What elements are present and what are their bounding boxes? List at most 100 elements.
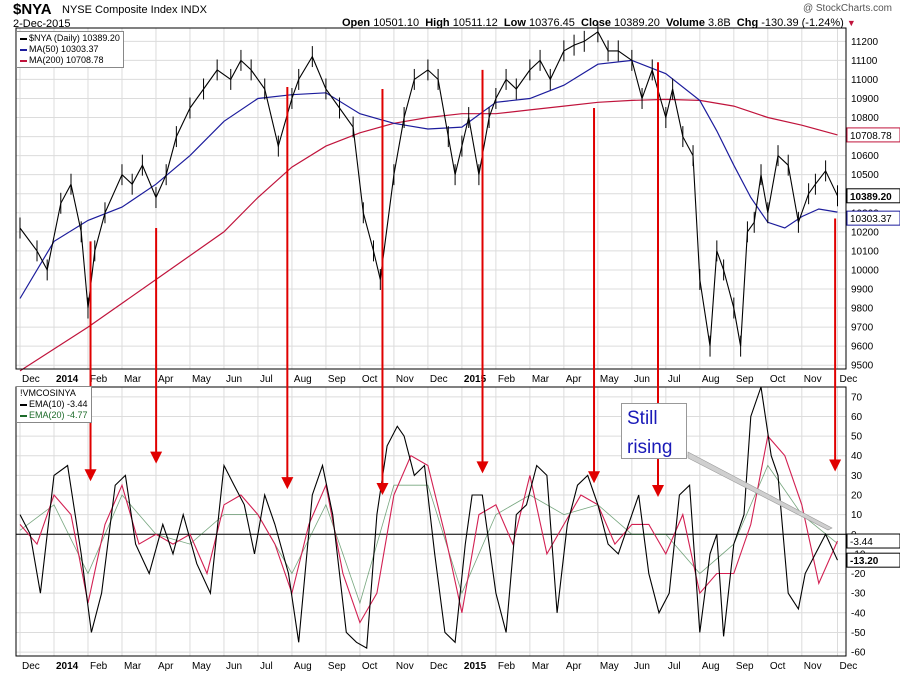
- price-x-tick-label: Jun: [226, 374, 242, 385]
- ema10-last-value: -3.44: [850, 537, 873, 548]
- price-x-tick-label: Aug: [702, 374, 720, 385]
- price-x-tick-label: Dec: [840, 374, 858, 385]
- price-y-tick-label: 10000: [851, 265, 879, 276]
- legend-ema10: EMA(10) -3.44: [20, 399, 88, 410]
- price-y-tick-label: 11200: [851, 37, 879, 48]
- chart-date: 2-Dec-2015: [13, 18, 71, 30]
- price-x-tick-label: Oct: [770, 374, 786, 385]
- price-x-tick-label: Sep: [328, 374, 346, 385]
- legend-price-text: $NYA (Daily) 10389.20: [29, 33, 120, 43]
- annotation-line-1: Still: [627, 408, 658, 429]
- osc-x-tick-label: Jun: [226, 661, 242, 672]
- legend-ma200: MA(200) 10708.78: [20, 55, 120, 66]
- price-x-tick-label: Jun: [634, 374, 650, 385]
- red-arrow-head-icon: [588, 471, 601, 484]
- osc-x-tick-label: Sep: [736, 661, 754, 672]
- price-y-tick-label: 9500: [851, 361, 874, 372]
- price-y-tick-label: 9700: [851, 323, 874, 334]
- osc-x-tick-label: Oct: [362, 661, 378, 672]
- black-swatch-icon: [20, 37, 27, 40]
- osc-x-tick-label: May: [600, 661, 619, 672]
- price-y-tick-label: 10500: [851, 170, 879, 181]
- price-x-tick-label: Nov: [396, 374, 414, 385]
- price-y-tick-label: 9900: [851, 284, 874, 295]
- price-x-tick-label: Dec: [430, 374, 448, 385]
- index-exchange: INDX: [180, 4, 207, 16]
- price-y-tick-label: 10100: [851, 246, 879, 257]
- watermark: @ StockCharts.com: [802, 3, 892, 14]
- osc-y-tick-label: -50: [851, 628, 866, 639]
- legend-ema10-text: EMA(10) -3.44: [29, 399, 88, 409]
- price-y-tick-label: 10200: [851, 227, 879, 238]
- legend-ma50-text: MA(50) 10303.37: [29, 44, 99, 54]
- ma200-last-value: 10708.78: [850, 131, 892, 142]
- osc-x-tick-label: Feb: [90, 661, 108, 672]
- osc-y-tick-label: 30: [851, 471, 863, 482]
- osc-y-tick-label: -30: [851, 589, 866, 600]
- osc-y-tick-label: -60: [851, 648, 866, 659]
- ma200-line: [19, 98, 838, 372]
- osc-x-tick-label: Oct: [770, 661, 786, 672]
- price-x-tick-label: 2014: [56, 374, 79, 385]
- price-y-tick-label: 10900: [851, 94, 879, 105]
- red-arrow-head-icon: [476, 461, 489, 474]
- price-y-tick-label: 9800: [851, 304, 874, 315]
- osc-y-tick-label: -40: [851, 608, 866, 619]
- close-last-value-box: [846, 188, 900, 204]
- price-panel-frame: [15, 27, 847, 370]
- price-y-tick-label: 11000: [851, 75, 879, 86]
- red-arrow-head-icon: [829, 459, 842, 472]
- osc-y-tick-label: 40: [851, 451, 863, 462]
- osc-x-tick-label: Apr: [566, 661, 582, 672]
- price-x-tick-label: Jul: [668, 374, 681, 385]
- price-legend: $NYA (Daily) 10389.20 MA(50) 10303.37 MA…: [16, 31, 124, 68]
- ohlc-readout: Open 10501.10 High 10511.12 Low 10376.45…: [342, 17, 856, 29]
- osc-y-tick-label: 10: [851, 510, 863, 521]
- close-label: Close: [581, 17, 611, 29]
- still-rising-annotation: Still rising: [621, 403, 687, 459]
- osc-x-tick-label: Aug: [294, 661, 312, 672]
- osc-panel-frame: [15, 386, 847, 657]
- legend-osc: !VMCOSINYA: [20, 388, 88, 399]
- price-x-tick-label: Mar: [124, 374, 142, 385]
- osc-x-tick-label: 2014: [56, 661, 79, 672]
- price-x-tick-label: Mar: [532, 374, 550, 385]
- price-x-tick-label: Apr: [158, 374, 174, 385]
- low-value: 10376.45: [528, 17, 575, 29]
- osc-y-tick-label: 70: [851, 392, 863, 403]
- open-label: Open: [342, 17, 371, 29]
- red-swatch-icon: [20, 59, 27, 62]
- red-arrow-head-icon: [281, 477, 294, 490]
- price-x-tick-label: Jul: [260, 374, 273, 385]
- red-arrow-head-icon: [376, 483, 389, 496]
- price-x-tick-label: Oct: [362, 374, 378, 385]
- ma50-last-value: 10303.37: [850, 214, 892, 225]
- osc-x-tick-label: Feb: [498, 661, 516, 672]
- ma50-line: [19, 59, 838, 299]
- osc-x-tick-label: Sep: [328, 661, 346, 672]
- green-swatch-icon: [20, 414, 27, 417]
- osc-x-tick-label: Dec: [840, 661, 858, 672]
- osc-x-tick-label: Jul: [260, 661, 273, 672]
- chg-label: Chg: [736, 17, 759, 29]
- ma200-last-value-box: [846, 127, 900, 143]
- ema10-line: [19, 434, 839, 624]
- osc-y-tick-label: -20: [851, 569, 866, 580]
- oscillator-legend: !VMCOSINYA EMA(10) -3.44 EMA(20) -4.77: [16, 386, 92, 423]
- osc-x-tick-label: 2015: [464, 661, 487, 672]
- osc-y-tick-label: 20: [851, 490, 863, 501]
- osc-x-tick-label: Jun: [634, 661, 650, 672]
- high-value: 10511.12: [452, 17, 498, 29]
- close-last-value: 10389.20: [850, 192, 892, 203]
- legend-price: $NYA (Daily) 10389.20: [20, 33, 120, 44]
- osc-last-value: -13.20: [850, 556, 879, 567]
- down-arrow-icon: ▼: [846, 18, 856, 28]
- osc-x-tick-label: Jul: [668, 661, 681, 672]
- legend-ma200-text: MA(200) 10708.78: [29, 55, 104, 65]
- price-y-tick-label: 9600: [851, 342, 874, 353]
- price-y-tick-label: 11100: [851, 56, 878, 67]
- osc-x-tick-label: Dec: [430, 661, 448, 672]
- black-swatch-icon: [20, 403, 27, 406]
- price-x-tick-label: May: [192, 374, 211, 385]
- osc-x-tick-label: Dec: [22, 661, 40, 672]
